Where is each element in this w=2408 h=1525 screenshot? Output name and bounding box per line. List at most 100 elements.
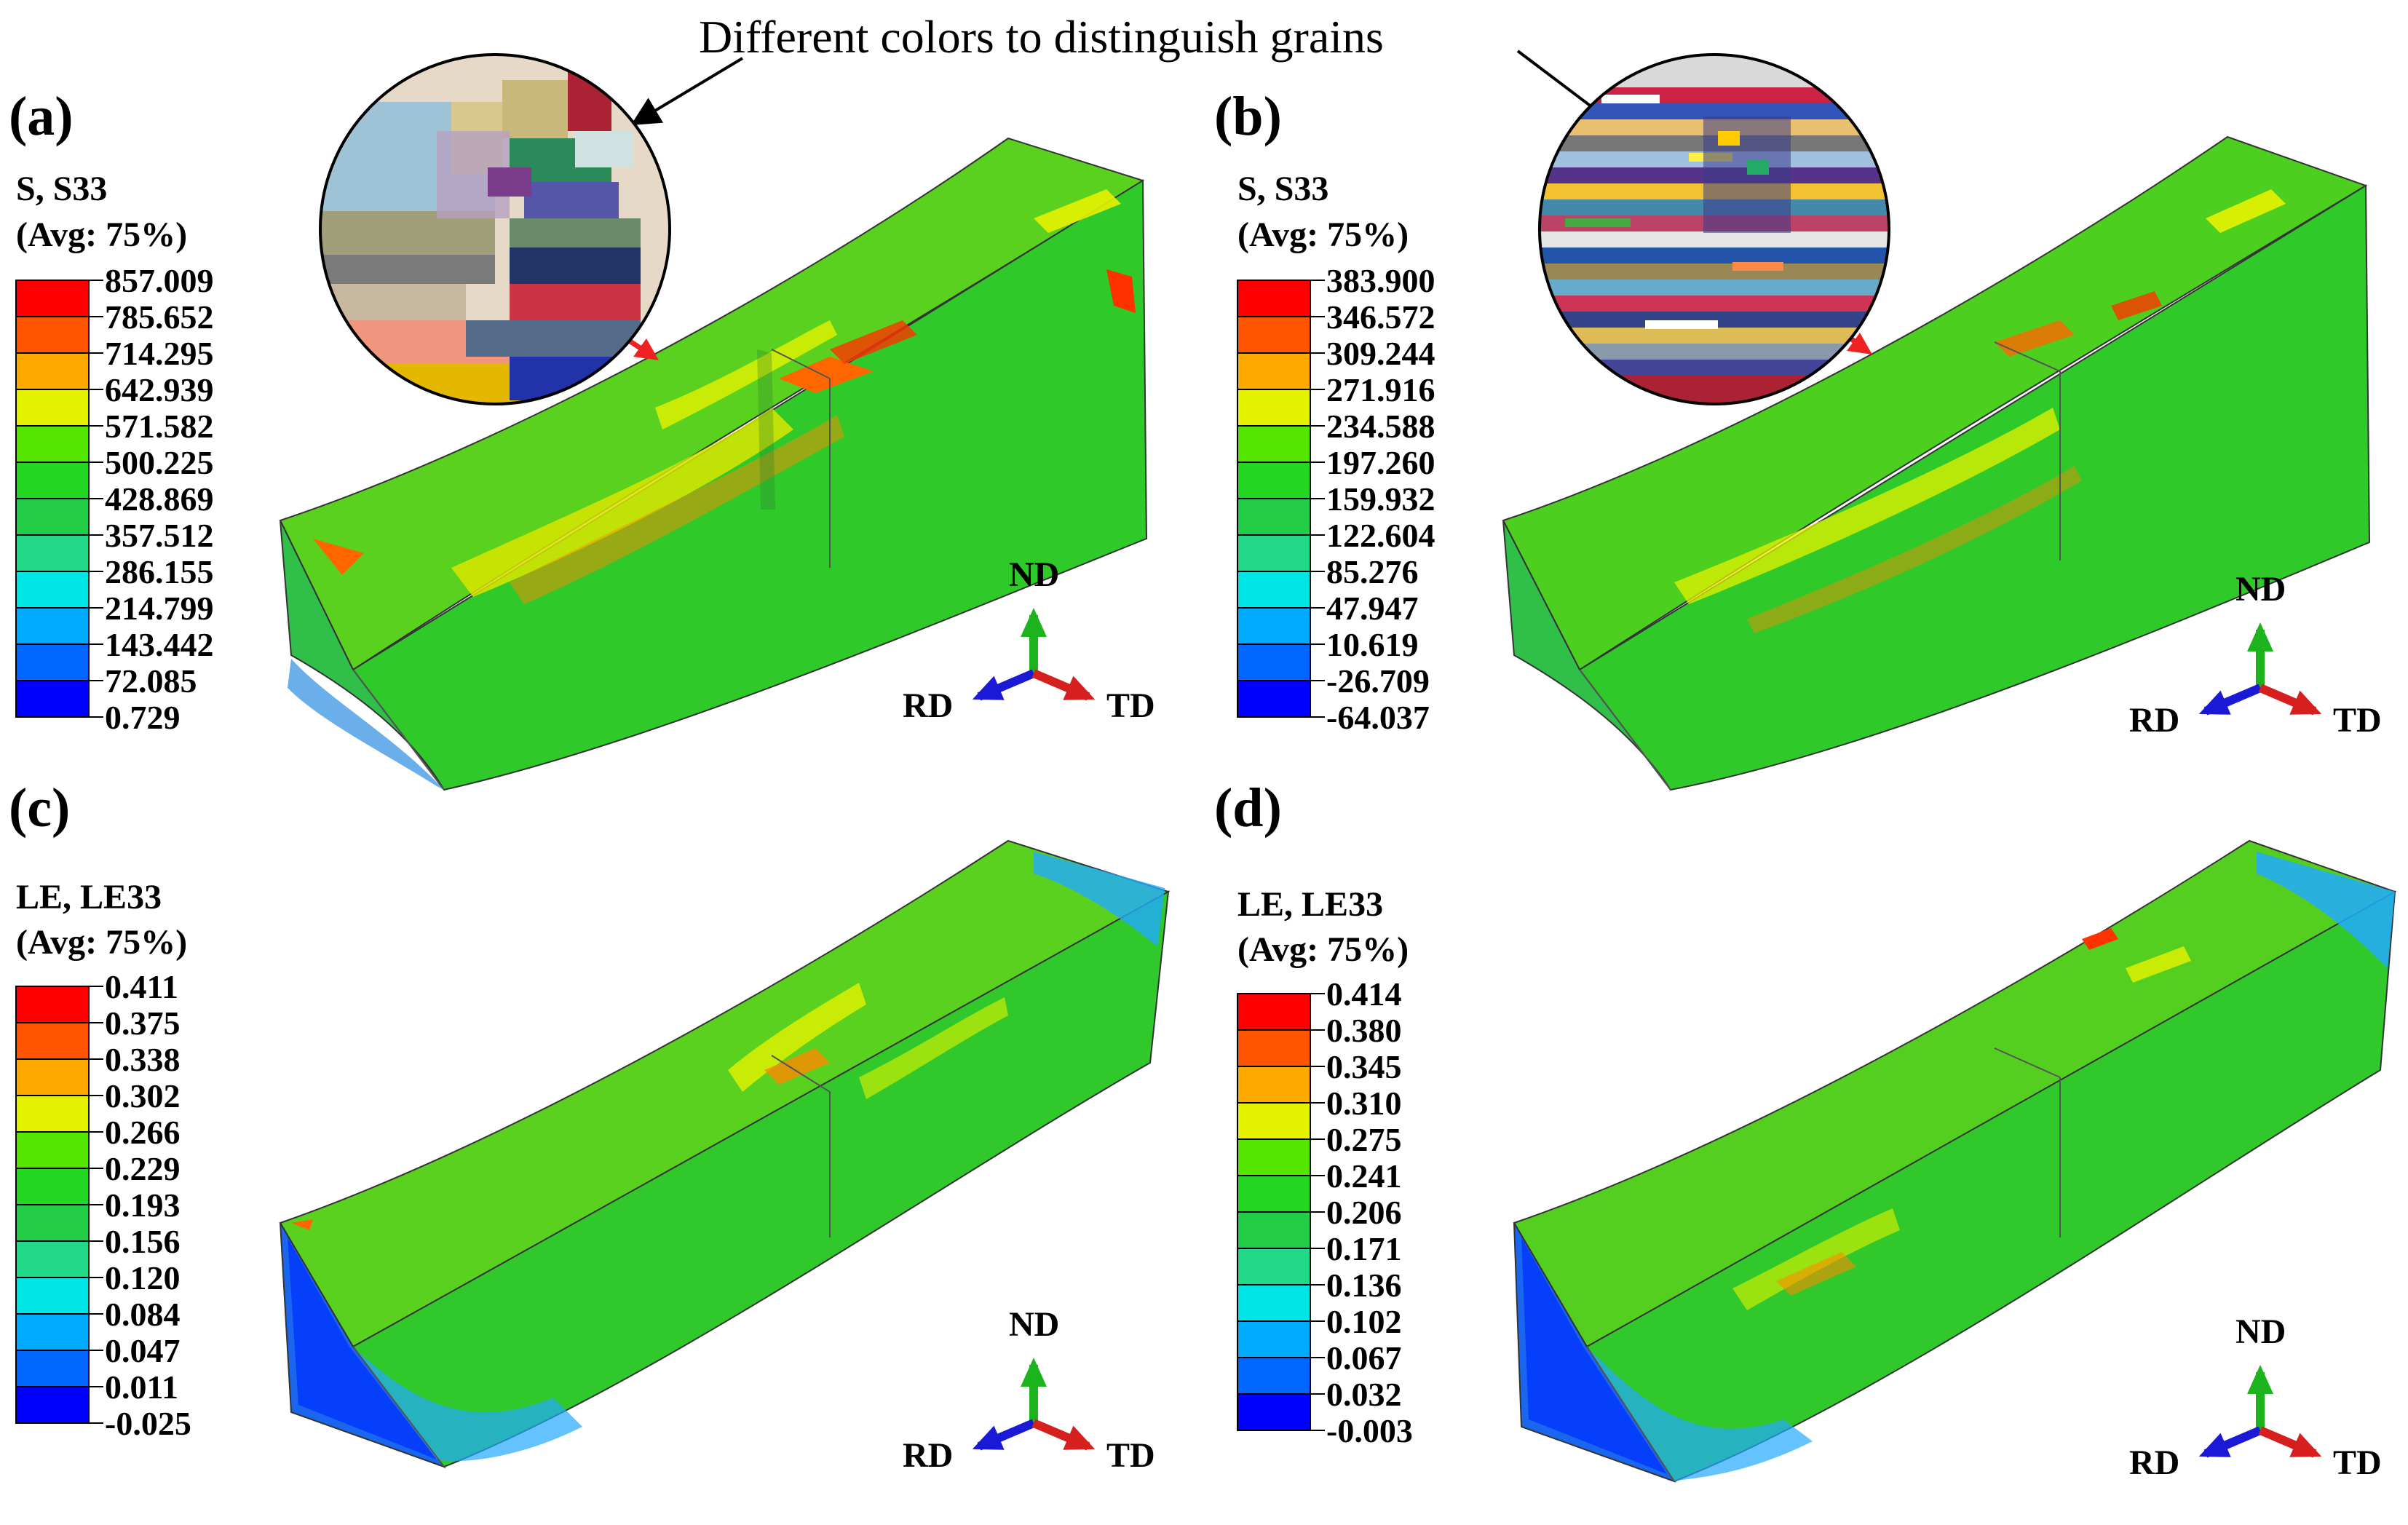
legend-color-band	[1237, 1175, 1311, 1213]
rd-label: RD	[903, 1436, 953, 1475]
legend-color-band	[1237, 1066, 1311, 1104]
legend-color-band	[15, 1386, 90, 1424]
legend-value: 500.225	[105, 444, 214, 481]
legend-value: -64.037	[1326, 699, 1430, 736]
fe-model-c	[279, 839, 1171, 1469]
legend-value: 0.275	[1326, 1121, 1402, 1158]
legend-color-band	[15, 462, 90, 499]
legend-value: 346.572	[1326, 298, 1435, 336]
fe-model-b	[1502, 135, 2371, 791]
legend-color-band	[1237, 643, 1311, 681]
legend-color-band	[1237, 1320, 1311, 1358]
legend-value: 383.900	[1326, 262, 1435, 299]
fe-model-a	[279, 137, 1148, 791]
grain-inset-b	[1538, 53, 1890, 405]
td-label: TD	[2333, 701, 2382, 740]
axis-triad-b: ND RD TD	[2129, 570, 2382, 740]
legend-color-band	[15, 986, 90, 1023]
rd-label: RD	[2129, 1443, 2179, 1482]
legend-value: 85.276	[1326, 553, 1419, 590]
legend-color-band	[15, 1350, 90, 1387]
legend-value: 0.136	[1326, 1267, 1402, 1304]
annotation-text: Different colors to distinguish grains	[699, 11, 1384, 63]
legend-value: 0.193	[105, 1187, 181, 1224]
rd-axis-arrow-head	[2198, 1433, 2231, 1457]
axis-triad-a: ND RD TD	[903, 555, 1155, 725]
nd-axis-arrow-head	[1021, 1358, 1047, 1387]
legend-value: 0.310	[1326, 1085, 1402, 1122]
legend-color-band	[1237, 607, 1311, 645]
axis-triad-c: ND RD TD	[903, 1305, 1155, 1475]
legend-value: 72.085	[105, 662, 197, 700]
legend-color-band	[1237, 1393, 1311, 1431]
legend-value: 357.512	[105, 517, 214, 554]
legend-value: 571.582	[105, 408, 214, 445]
legend-value: 159.932	[1326, 480, 1435, 518]
panel-label-c: (c)	[9, 777, 70, 839]
legend-value: 214.799	[105, 590, 214, 627]
legend-value: 0.266	[105, 1114, 181, 1151]
legend-a: S, S33 (Avg: 75%) 857.009785.652714.2956…	[15, 170, 214, 736]
legend-value: 0.375	[105, 1005, 181, 1042]
legend-value: 0.171	[1326, 1230, 1402, 1267]
legend-value: 0.729	[105, 699, 181, 736]
rd-label: RD	[2129, 701, 2179, 740]
legend-subtitle: (Avg: 75%)	[16, 923, 187, 962]
legend-value: 10.619	[1326, 626, 1419, 663]
legend-value: 0.206	[1326, 1194, 1402, 1231]
legend-value: 0.380	[1326, 1012, 1402, 1049]
legend-value: -0.025	[105, 1405, 191, 1442]
legend-color-band	[15, 1022, 90, 1060]
legend-value: 0.120	[105, 1259, 181, 1296]
td-axis-arrow-head	[2289, 690, 2322, 715]
legend-value: 0.067	[1326, 1339, 1402, 1377]
legend-value: 785.652	[105, 298, 214, 336]
legend-value: 0.302	[105, 1077, 181, 1114]
legend-color-band	[15, 680, 90, 718]
legend-color-band	[1237, 316, 1311, 354]
rd-label: RD	[903, 686, 953, 725]
legend-value: 0.032	[1326, 1376, 1402, 1413]
legend-color-band	[1237, 462, 1311, 499]
legend-color-band	[15, 1313, 90, 1351]
legend-color-band	[1237, 1138, 1311, 1176]
legend-value: 47.947	[1326, 590, 1419, 627]
legend-value: 0.011	[105, 1368, 178, 1406]
legend-value: 0.229	[105, 1150, 181, 1187]
legend-color-band	[15, 352, 90, 390]
legend-value: 0.102	[1326, 1303, 1402, 1340]
legend-color-band	[1237, 1357, 1311, 1395]
legend-value: 271.916	[1326, 371, 1435, 408]
legend-color-band	[15, 607, 90, 645]
legend-color-band	[15, 280, 90, 317]
legend-color-band	[1237, 1211, 1311, 1249]
rd-axis-arrow-head	[2198, 690, 2231, 715]
legend-value: 122.604	[1326, 517, 1435, 554]
legend-value: 428.869	[105, 480, 214, 518]
legend-d: LE, LE33 (Avg: 75%) 0.4140.3800.3450.310…	[1237, 885, 1413, 1449]
legend-color-band	[15, 316, 90, 354]
legend-value: 0.338	[105, 1041, 181, 1078]
legend-value: 234.588	[1326, 408, 1435, 445]
legend-color-band	[1237, 1248, 1311, 1286]
legend-value: 0.084	[105, 1296, 181, 1333]
legend-value: 143.442	[105, 626, 214, 663]
legend-color-band	[1237, 352, 1311, 390]
legend-color-band	[1237, 993, 1311, 1031]
grain-inset-a	[319, 53, 671, 405]
legend-color-band	[1237, 425, 1311, 463]
legend-color-band	[1237, 280, 1311, 317]
legend-value: 0.411	[105, 968, 178, 1005]
legend-value: 197.260	[1326, 444, 1435, 481]
td-label: TD	[1106, 686, 1155, 725]
td-axis-arrow-head	[1063, 1425, 1096, 1450]
legend-subtitle: (Avg: 75%)	[16, 215, 187, 254]
annotation-arrow-left	[630, 57, 744, 126]
legend-color-band	[15, 1058, 90, 1096]
legend-subtitle: (Avg: 75%)	[1237, 215, 1409, 254]
legend-title: S, S33	[16, 170, 107, 208]
panel-label-d: (d)	[1214, 777, 1282, 839]
legend-title: LE, LE33	[16, 878, 162, 916]
legend-color-band	[1237, 389, 1311, 427]
legend-value: -0.003	[1326, 1412, 1413, 1449]
